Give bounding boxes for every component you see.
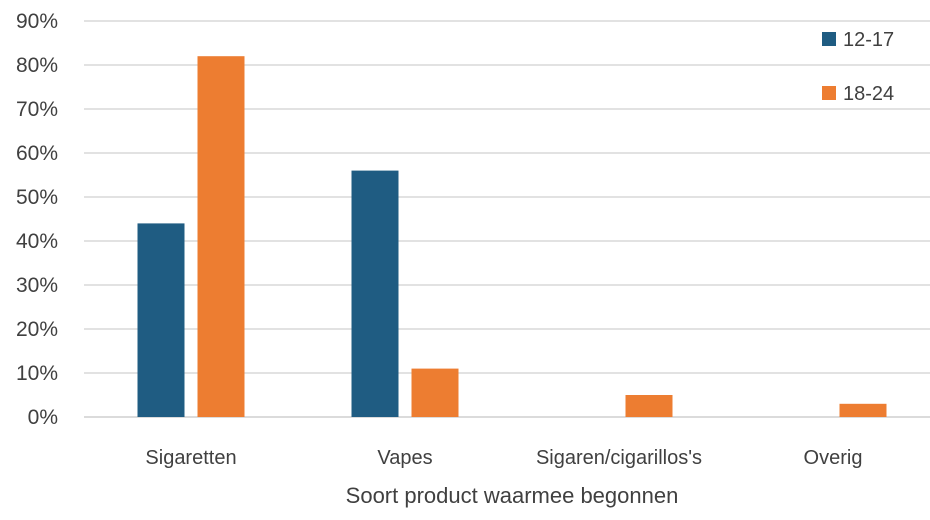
x-axis-tick-labels: Sigaretten Vapes Sigaren/cigarillos's Overi… — [145, 447, 862, 469]
y-tick-label: 90% — [16, 10, 58, 33]
bar-18-24-Sigaretten — [197, 56, 245, 417]
x-tick-label: Overig — [804, 447, 863, 469]
y-tick-label: 30% — [16, 274, 58, 297]
y-tick-label: 70% — [16, 98, 58, 121]
y-tick-label: 50% — [16, 186, 58, 209]
legend-swatch-12-17 — [822, 32, 836, 46]
y-tick-label: 60% — [16, 142, 58, 165]
legend: 12-17 18-24 — [822, 29, 894, 105]
legend-swatch-18-24 — [822, 86, 836, 100]
y-tick-label: 10% — [16, 362, 58, 385]
bar-18-24-Sigaren/cigarillos's — [625, 395, 673, 417]
bar-18-24-Vapes — [411, 368, 459, 417]
bar-12-17-Vapes — [351, 170, 399, 417]
y-tick-label: 40% — [16, 230, 58, 253]
y-tick-label: 0% — [28, 406, 58, 429]
bar-18-24-Overig — [839, 403, 887, 417]
x-tick-label: Vapes — [377, 447, 432, 469]
legend-label: 18-24 — [843, 83, 894, 105]
x-axis-title: Soort product waarmee begonnen — [346, 483, 679, 508]
y-tick-label: 80% — [16, 54, 58, 77]
x-tick-label: Sigaretten — [145, 447, 236, 469]
legend-label: 12-17 — [843, 29, 894, 51]
x-tick-label: Sigaren/cigarillos's — [536, 447, 702, 469]
y-tick-label: 20% — [16, 318, 58, 341]
bar-12-17-Sigaretten — [137, 223, 185, 417]
bars — [137, 56, 887, 417]
y-axis-tick-labels: 0% 10% 20% 30% 40% 50% 60% 70% 80% 90% — [16, 10, 58, 429]
